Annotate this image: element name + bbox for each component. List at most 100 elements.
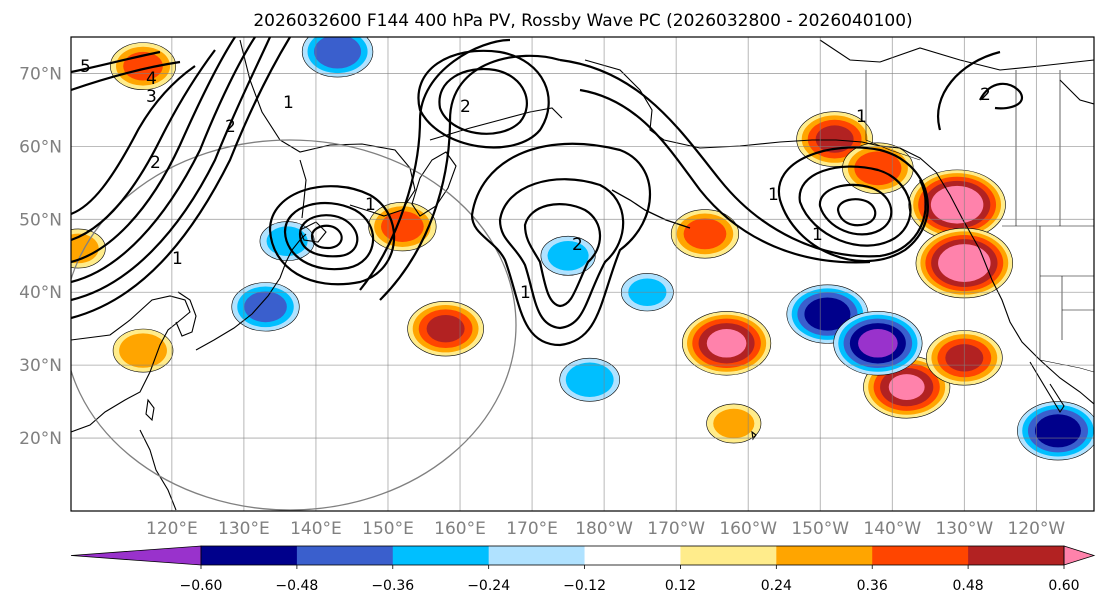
lat-tick-label: 60°N	[19, 137, 62, 157]
border-us-states	[1039, 226, 1094, 360]
pv-contour-northeast	[937, 50, 1001, 131]
lon-tick-label: 150°W	[791, 519, 849, 539]
contour-label-2: 2	[225, 117, 236, 137]
coastline-korea	[175, 291, 197, 337]
contour-label-1: 1	[172, 249, 183, 269]
pv-contour-cutoff-low	[310, 224, 343, 250]
contour-label-3: 3	[146, 87, 157, 107]
map-frame	[70, 36, 1095, 512]
pv-contour-cutoff-low	[268, 185, 395, 286]
colorbar-tick-label: 0.36	[857, 578, 888, 594]
colorbar-tick-label: 0.24	[761, 578, 792, 594]
colorbar-extend-max	[1063, 545, 1096, 566]
pv-contour-western-trough	[71, 37, 272, 302]
negative-pv-anomaly	[804, 297, 851, 331]
colorbar: −0.60 −0.48 −0.36 −0.24 −0.12 0.12 0.24 0.36 0.4…	[70, 545, 1096, 594]
colorbar-segment	[968, 546, 1065, 565]
contour-label-5: 5	[80, 57, 91, 77]
lon-tick-label: 170°W	[647, 519, 705, 539]
coastline-baja	[1029, 361, 1065, 414]
pv-contour-central-trough	[498, 178, 625, 330]
contour-label-2: 2	[150, 153, 161, 173]
positive-pv-anomaly	[930, 185, 984, 224]
colorbar-segment	[488, 546, 586, 565]
pv-contour-arctic	[71, 50, 161, 74]
contour-label-1: 1	[856, 107, 867, 127]
negative-pv-anomaly	[565, 362, 614, 397]
lon-tick-label: 130°W	[935, 519, 993, 539]
positive-pv-anomaly	[888, 374, 925, 400]
coastline-aleutians	[611, 189, 691, 229]
positive-pv-anomaly	[381, 211, 424, 242]
colorbar-tick-label: −0.36	[371, 578, 414, 594]
lon-tick-label: 170°E	[506, 519, 558, 539]
lon-tick-label: 130°E	[218, 519, 270, 539]
colorbar-tick-label: 0.60	[1048, 578, 1079, 594]
colorbar-tick-label: −0.24	[467, 578, 510, 594]
colorbar-tick-label: 0.12	[665, 578, 696, 594]
lat-tick-label: 70°N	[19, 64, 62, 84]
lat-tick-label: 40°N	[19, 283, 62, 303]
contour-label-2: 2	[980, 85, 991, 105]
pv-contour-layer	[71, 37, 1023, 347]
colorbar-extend-min	[70, 545, 202, 566]
map-panel[interactable]: 5 4 3 2 1 2 1 1 2 1 2 1 1 1 2	[51, 26, 1099, 512]
pv-contour-arctic-high	[438, 67, 528, 135]
coastline-alaska	[584, 59, 937, 173]
political-border-layer	[865, 70, 1094, 373]
coastline-okhotsk	[239, 39, 416, 217]
pv-contour-cutoff-low	[298, 214, 359, 258]
lon-tick-label: 120°W	[1007, 519, 1065, 539]
colorbar-outline	[200, 545, 1065, 566]
highlight-circle	[71, 139, 517, 511]
pv-contour-western-trough	[71, 37, 236, 264]
contour-label-1: 1	[520, 283, 531, 303]
colorbar-segment	[776, 546, 873, 565]
longitude-tick-labels: 120°E 130°E 140°E 150°E 160°E 170°E 180°W 170°W…	[146, 519, 1065, 539]
pv-contour-ridge	[359, 38, 511, 291]
colorbar-segment	[296, 546, 394, 565]
pv-anomaly-fill-layer	[71, 37, 1094, 461]
pv-contour-gulf-alaska-low	[836, 198, 877, 227]
pv-contour-central-trough	[470, 142, 651, 347]
border-canada-provinces	[1015, 70, 1061, 226]
pv-contour-western-trough	[71, 49, 216, 242]
positive-pv-anomaly	[426, 315, 465, 343]
pv-contour-western-trough	[71, 37, 291, 320]
coastline-philippines	[139, 429, 177, 511]
contour-label-4: 4	[146, 69, 157, 89]
negative-pv-anomaly	[547, 240, 589, 271]
lon-tick-label: 160°W	[719, 519, 777, 539]
negative-pv-anomaly	[314, 37, 362, 69]
negative-pv-anomaly	[858, 329, 898, 358]
positive-pv-anomaly	[683, 218, 727, 250]
contour-label-1: 1	[812, 225, 823, 245]
positive-pv-anomaly	[713, 408, 755, 439]
pv-contour-central-trough	[523, 203, 602, 308]
colorbar-tick-label: 0.48	[953, 578, 984, 594]
negative-pv-anomaly	[1034, 414, 1081, 448]
pv-contour-gulf-alaska-low	[818, 183, 893, 236]
latitude-tick-labels: 70°N 60°N 50°N 40°N 30°N 20°N	[19, 64, 62, 449]
contour-label-2: 2	[460, 97, 471, 117]
island-hawaii	[751, 430, 757, 441]
coastline-north-america	[935, 171, 1094, 405]
island-taiwan	[145, 398, 155, 422]
colorbar-segment	[872, 546, 969, 565]
colorbar-tick-label: −0.48	[275, 578, 318, 594]
pv-contour-western-trough	[71, 37, 256, 284]
pv-contour-gulf-alaska-low	[777, 146, 929, 263]
coastline-arctic	[819, 39, 1094, 71]
lat-tick-label: 20°N	[19, 429, 62, 449]
colorbar-segment	[584, 546, 681, 565]
colorbar-tick-label: −0.12	[563, 578, 606, 594]
lon-tick-label: 150°E	[362, 519, 414, 539]
contour-label-2: 2	[572, 235, 583, 255]
positive-pv-anomaly	[854, 151, 902, 186]
pv-contour-labels: 5 4 3 2 1 2 1 1 2 1 2 1 1 1 2	[80, 57, 991, 303]
negative-pv-anomaly	[244, 291, 287, 323]
lon-tick-label: 160°E	[434, 519, 486, 539]
pv-contour-cutoff-low	[283, 202, 374, 271]
pv-contour-northeast	[979, 82, 1023, 110]
colorbar-segment	[680, 546, 777, 565]
